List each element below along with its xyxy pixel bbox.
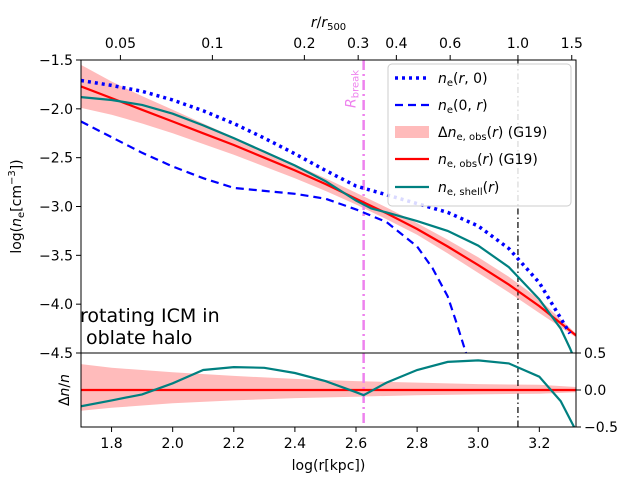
xtick-label: 2.8	[406, 436, 428, 452]
main-plot-area	[81, 60, 576, 353]
series-ne_obs	[81, 85, 576, 337]
residual-ytick-label: −0.5	[584, 420, 618, 436]
residual-panel: −0.5 0.0 0.5 1.8 2.0 2.2 2.4 2.6 2.8 3.0 3.2	[80, 346, 618, 452]
main-ytick-label: −2.5	[39, 151, 73, 167]
top-tick-label: 0.6	[439, 36, 461, 52]
top-tick-label: 1.0	[507, 36, 529, 52]
legend-swatch-band	[395, 126, 429, 138]
series-ne_0r	[81, 120, 468, 353]
residual-band	[81, 364, 576, 411]
legend-box	[387, 63, 572, 207]
top-axis-label: r/r500	[311, 15, 346, 33]
main-ytick-label: −3.5	[39, 248, 73, 264]
xtick-label: 1.8	[100, 436, 122, 452]
xtick-label: 2.4	[284, 436, 306, 452]
top-tick-label: 0.3	[347, 36, 369, 52]
top-tick-label: 0.2	[293, 36, 315, 52]
xtick-label: 2.0	[162, 436, 184, 452]
legend-label-ne_r0: ne(r, 0)	[438, 71, 488, 89]
xtick-label: 3.0	[467, 436, 489, 452]
xtick-label: 2.2	[223, 436, 245, 452]
main-ytick-label: −2.0	[39, 102, 73, 118]
xlabel: log(r[kpc])	[292, 458, 366, 474]
series-residual_shell	[81, 359, 576, 427]
annotation-line-1: rotating ICM in	[80, 305, 220, 327]
residual-plot-area	[81, 353, 576, 427]
legend-label-band: Δne, obs(r) (G19)	[438, 125, 547, 143]
top-tick-label: 1.5	[561, 36, 583, 52]
legend: ne(r, 0)ne(0, r)Δne, obs(r) (G19)ne, obs…	[387, 63, 572, 207]
main-panel: −4.5 −4.0 −3.5 −3.0 −2.5 −2.0 −1.5 0.05 0.1 0.2 0.…	[39, 36, 583, 362]
series-ne_shell	[81, 96, 574, 353]
residual-ytick-label: 0.5	[584, 346, 606, 362]
xtick-label: 2.6	[345, 436, 367, 452]
main-ylabel: log(ne[cm−3])	[7, 159, 27, 253]
main-ytick-label: −3.0	[39, 200, 73, 216]
top-tick-label: 0.1	[201, 36, 223, 52]
main-ytick-label: −1.5	[39, 53, 73, 69]
legend-label-ne_0r: ne(0, r)	[438, 98, 488, 116]
annotation-line-2: oblate halo	[86, 327, 192, 349]
residual-ylabel: Δn/n	[57, 374, 73, 406]
break-radius-label: Rbreak	[344, 70, 362, 108]
axis-labels: r/r500 log(ne[cm−3]) log(r[kpc]) Δn/n	[7, 15, 365, 474]
main-ytick-label: −4.0	[39, 297, 73, 313]
xtick-label: 3.2	[528, 436, 550, 452]
main-ytick-label: −4.5	[39, 346, 73, 362]
top-tick-label: 0.05	[105, 36, 136, 52]
top-tick-label: 0.4	[385, 36, 407, 52]
residual-ytick-label: 0.0	[584, 383, 606, 399]
